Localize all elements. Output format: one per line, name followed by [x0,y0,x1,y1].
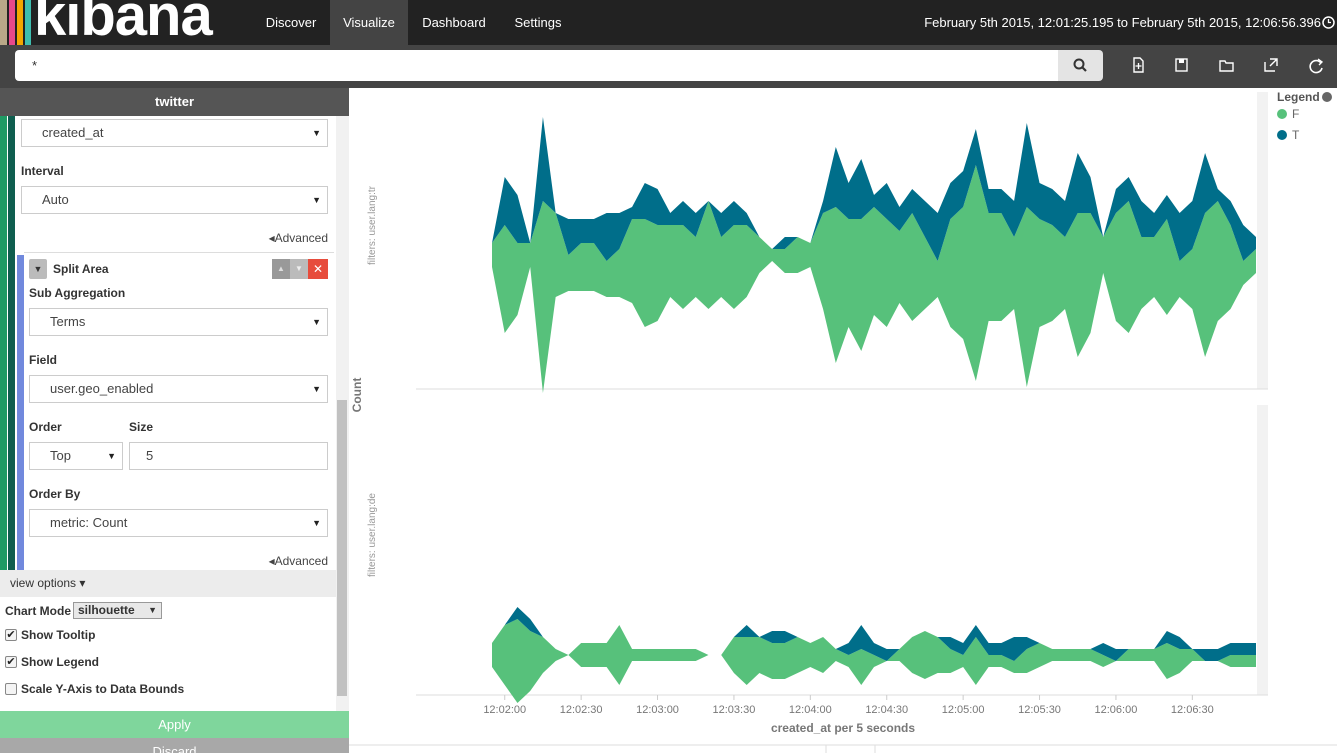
agg-strip [8,116,15,570]
x-tick-label: 12:04:30 [865,704,908,716]
index-title: twitter [0,88,349,116]
panel-strip [1257,405,1268,695]
x-tick-label: 12:06:30 [1171,704,1214,716]
select-value: created_at [42,125,104,140]
nav-item[interactable]: Discover [265,15,317,30]
scroll-thumb[interactable] [337,400,347,696]
checkbox[interactable] [5,683,17,695]
label: Size [129,420,154,434]
discard-button[interactable]: Discard [0,738,349,753]
toolbar-icons[interactable] [1125,55,1325,77]
order-by-select[interactable]: metric: Count ▼ [29,509,328,537]
view-options-toggle[interactable]: view options ▾ [0,570,336,597]
legend-swatch [1277,130,1287,140]
label: Interval [21,164,64,178]
field-select[interactable]: created_at ▼ [21,119,328,147]
interval-select[interactable]: Auto ▼ [21,186,328,214]
search-bar: * [0,45,1337,88]
select-value: Top [50,448,71,463]
split-strip [17,255,24,570]
checkbox-label: Show Tooltip [21,628,96,642]
select-value: user.geo_enabled [50,381,154,396]
search-button[interactable] [1058,50,1103,81]
nav-item[interactable]: Dashboard [422,15,486,30]
toggle-text: view options [10,576,77,590]
legend-label: T [1292,128,1300,142]
x-tick-label: 12:03:00 [636,704,679,716]
panel-label: filters: user.lang:tr [367,185,378,265]
label: Order [29,420,62,434]
area-series [492,117,1256,261]
area-series [492,165,1256,393]
x-tick-label: 12:03:30 [713,704,756,716]
x-tick-label: 12:02:30 [560,704,603,716]
chart-mode-select[interactable]: silhouette ▼ [73,602,162,619]
label: Field [29,353,58,367]
logo-stripe [17,0,23,45]
sub-agg-select[interactable]: Terms ▼ [29,308,328,336]
checkbox-label: Show Legend [21,655,99,669]
split-title: Split Area [53,262,109,276]
legend-title: Legend [1277,90,1320,104]
agg-strip [0,116,7,570]
x-tick-label: 12:05:30 [1018,704,1061,716]
logo-stripe [0,0,7,45]
toggle-button[interactable]: ▼ [29,259,47,279]
select-value: silhouette [78,603,135,617]
advanced-link[interactable]: ◂Advanced [268,554,328,568]
select-value: metric: Count [50,515,128,530]
nav-item[interactable]: Visualize [330,0,408,45]
scrollbar[interactable] [336,116,349,711]
checkbox-label: Scale Y-Axis to Data Bounds [21,682,185,696]
order-select[interactable]: Top ▼ [29,442,123,470]
link-text: Advanced [274,231,328,245]
x-axis-label: created_at per 5 seconds [771,721,915,735]
checkbox[interactable]: ✔ [5,656,17,668]
panel-label: filters: user.lang:de [367,493,378,577]
y-axis-label: Count [350,378,364,413]
legend-toggle [1322,92,1332,102]
label: Order By [29,487,81,501]
clock-icon[interactable] [1322,16,1335,29]
label: Chart Mode [5,604,71,618]
move-down[interactable]: ▼ [290,259,308,279]
x-tick-label: 12:04:00 [789,704,832,716]
divider [24,252,334,253]
nav-item[interactable]: Settings [514,15,562,30]
search-input[interactable]: * [15,50,1058,81]
time-range[interactable]: February 5th 2015, 12:01:25.195 to Febru… [924,15,1321,30]
sidebar: twitter created_at ▼ Interval Auto ▼ ◂Adva… [0,88,349,753]
logo-stripe [25,0,31,45]
field2-select[interactable]: user.geo_enabled ▼ [29,375,328,403]
chart: filters: user.lang:tr filters: user.lang:… [349,90,1337,753]
apply-button[interactable]: Apply [0,711,349,738]
panel-strip [1257,92,1268,389]
top-nav: kibana Discover Visualize Dashboard Setting… [0,0,1337,48]
remove-button[interactable]: ✕ [308,259,328,279]
label: Sub Aggregation [29,286,126,300]
logo[interactable]: kibana [34,0,213,48]
x-tick-label: 12:06:00 [1095,704,1138,716]
checkbox[interactable]: ✔ [5,629,17,641]
legend-label: F [1292,107,1299,121]
advanced-link[interactable]: ◂Advanced [268,231,328,245]
select-value: Terms [50,314,86,329]
x-tick-label: 12:02:00 [483,704,526,716]
move-up[interactable]: ▲ [272,259,290,279]
link-text: Advanced [274,554,328,568]
legend-swatch [1277,109,1287,119]
logo-stripe [9,0,15,45]
area-series [492,619,1256,703]
size-input[interactable]: 5 [129,442,328,470]
x-tick-label: 12:05:00 [942,704,985,716]
select-value: Auto [42,192,69,207]
area-series [492,607,1256,661]
